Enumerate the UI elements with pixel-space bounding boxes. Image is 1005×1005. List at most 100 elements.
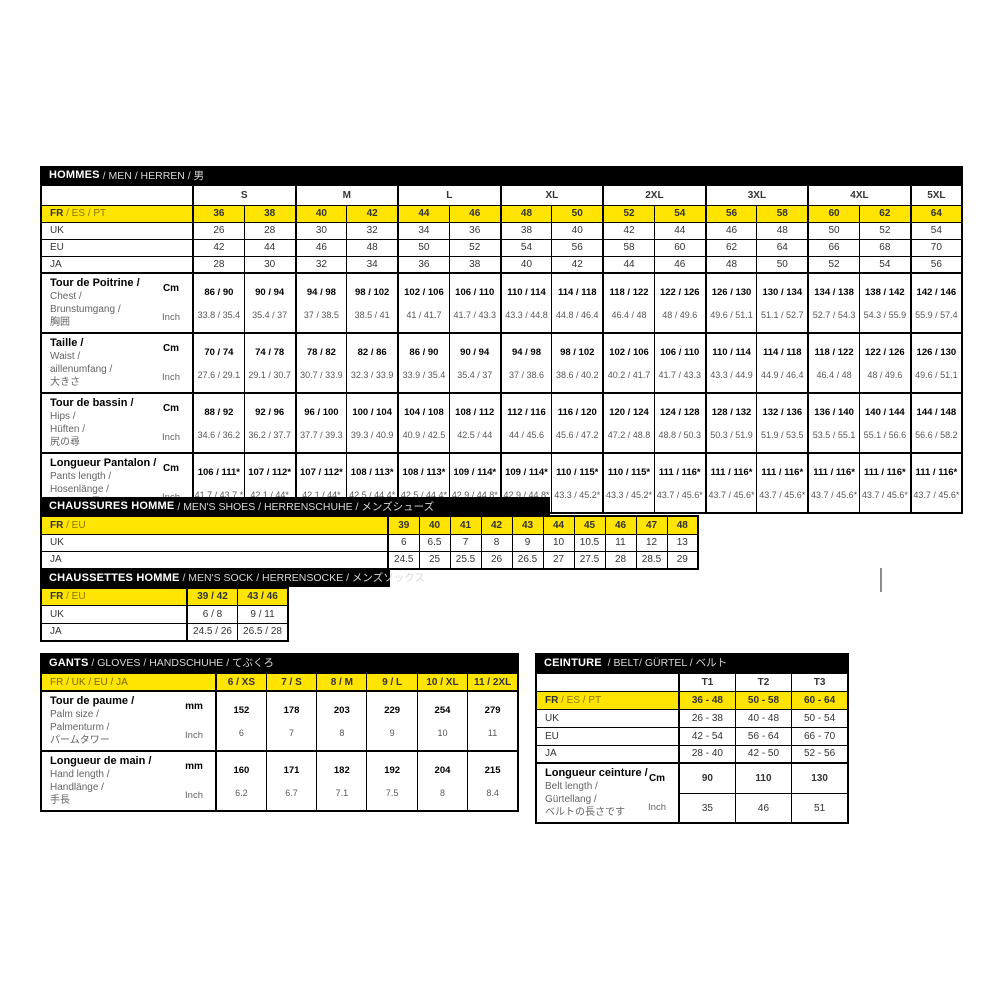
section-label-translation: パームタワー: [50, 735, 110, 746]
value-cell: 42 - 50: [734, 744, 793, 764]
cm-value: 90 / 94: [255, 286, 285, 298]
unit-inch: Inch: [162, 372, 180, 383]
inch-value: 49.6 / 51.1: [915, 369, 958, 380]
cm-value: 111 / 116*: [813, 466, 855, 478]
measure-cell: 106 / 110 41.7 / 43.3: [653, 332, 707, 394]
hand-units: mm Inch: [175, 753, 213, 810]
cm-value: 215: [484, 764, 501, 776]
belt-fr-label: FR / ES / PT: [535, 690, 680, 710]
measure-cell: 126 / 130 49.6 / 51.1: [704, 272, 758, 334]
value-cell: 130: [791, 762, 849, 795]
section-label-primary: Longueur ceinture /: [545, 767, 648, 779]
socks-ja-label: JA: [40, 622, 188, 642]
measure-cell: 215 8.4: [467, 750, 519, 812]
cm-value: 136 / 140: [814, 406, 854, 418]
value-cell: 30: [294, 221, 348, 240]
belt-title-text: CEINTURE: [544, 656, 602, 669]
measure-cell: 152 6: [215, 690, 267, 752]
measure-cell: 124 / 128 48.8 / 50.3: [653, 392, 707, 454]
section-label-translation: Palmenturm /: [50, 722, 110, 733]
measure-cell: 100 / 104 39.3 / 40.9: [346, 392, 399, 454]
shoes-fr-label: FR / EU: [40, 515, 389, 535]
value-cell: 44: [542, 515, 575, 535]
value-cell: 56: [909, 255, 963, 274]
cm-value: 126 / 130: [711, 286, 752, 298]
value-cell: 40: [499, 255, 553, 274]
section-label-translation: Chest /: [50, 291, 82, 302]
gloves-title-text: GANTS: [49, 656, 89, 669]
value-cell: 40: [294, 204, 348, 223]
shoes-size-table: FR / EU 39 40 41 42 43 44 45 46 47 48 UK 6 6.5 7 8 9 1…: [40, 515, 699, 570]
measure-cell: 114 / 118 44.8 / 46.4: [551, 272, 604, 334]
measure-cell: 122 / 126 48 / 49.6: [858, 332, 912, 394]
value-cell: 110: [734, 762, 793, 795]
measure-cell: 94 / 98 37 / 38.6: [499, 332, 553, 394]
measure-cell: 138 / 142 54.3 / 55.9: [858, 272, 912, 334]
inch-value: 38.5 / 41: [354, 309, 390, 320]
measure-cell: 110 / 114 43.3 / 44.9: [704, 332, 758, 394]
inch-value: 37 / 38.5: [303, 309, 339, 320]
cm-value: 104 / 108: [404, 406, 444, 418]
hand-length-row: Longueur de main / Hand length / Handlänge…: [40, 750, 519, 812]
cm-value: 98 / 102: [355, 286, 390, 298]
value-cell: 58: [602, 238, 655, 257]
inch-value: 47.2 / 48.8: [607, 429, 651, 440]
value-cell: 26.5: [511, 550, 544, 570]
inch-value: 42.1 / 44*: [302, 489, 341, 500]
belt-ja-label: JA: [535, 744, 680, 764]
value-cell: 60: [807, 204, 860, 223]
cm-value: 128 / 132: [711, 406, 752, 418]
value-cell: 44: [602, 255, 655, 274]
unit-mm: mm: [185, 701, 203, 712]
inch-value: 46.4 / 48: [816, 369, 852, 380]
value-cell: 7: [449, 533, 482, 552]
value-cell: 40 - 48: [734, 708, 793, 728]
inch-value: 44.9 / 46.4: [761, 369, 804, 380]
gloves-header-label: FR / UK / EU / JA: [40, 672, 217, 692]
value-cell: 6 / 8: [186, 604, 238, 624]
cm-value: 102 / 106: [404, 286, 444, 298]
measure-cell: 104 / 108 40.9 / 42.5: [397, 392, 450, 454]
value-cell: 43 / 46: [237, 587, 289, 606]
palm-label-cell: Tour de paume / Palm size / Palmenturm / パー…: [40, 690, 217, 752]
value-cell: 42: [346, 204, 399, 223]
inch-value: 41.7 / 43.3: [658, 369, 702, 380]
socks-ja-row: JA 24.5 / 26 26.5 / 28: [40, 622, 289, 642]
cm-value: 111 / 116*: [761, 466, 804, 478]
measure-cell: 203 8: [316, 690, 368, 752]
size-group-cell: S: [192, 184, 297, 206]
measure-cell: 178 7: [265, 690, 318, 752]
value-cell: 30: [243, 255, 297, 274]
inch-value: 44.8 / 46.4: [555, 309, 599, 320]
cm-value: 204: [434, 764, 451, 776]
value-cell: 32: [294, 255, 348, 274]
measure-cell: 74 / 78 29.1 / 30.7: [243, 332, 297, 394]
inch-value: 42.5 / 44: [457, 429, 493, 440]
cm-value: 182: [333, 764, 350, 776]
value-cell: 45: [573, 515, 606, 535]
value-cell: 29: [666, 550, 699, 570]
value-cell: 10.5: [573, 533, 606, 552]
measure-cell: 111 / 116* 43.7 / 45.6*: [704, 452, 758, 514]
measure-cell: 106 / 110 41.7 / 43.3: [448, 272, 502, 334]
cm-value: 152: [233, 704, 250, 716]
value-cell: 11: [604, 533, 637, 552]
cm-value: 111 / 116*: [710, 466, 753, 478]
value-cell: 50: [807, 221, 860, 240]
unit-inch: Inch: [162, 312, 180, 323]
value-cell: 60 - 64: [791, 690, 849, 710]
value-cell: 56: [551, 238, 604, 257]
value-cell: 41: [449, 515, 482, 535]
unit-inch: Inch: [162, 432, 180, 443]
inch-value: 33.8 / 35.4: [197, 309, 241, 320]
inch-value: 55.9 / 57.4: [915, 309, 958, 320]
belt-length-units: Cm Inch: [638, 765, 676, 822]
cm-value: 132 / 136: [762, 406, 803, 418]
eu-size-row: EU 42 44 46 48 50 52 54 56 58 60 62 64 66 68 70: [40, 238, 963, 257]
value-cell: 54: [499, 238, 553, 257]
section-label-primary: Longueur de main /: [50, 755, 152, 767]
value-cell: 52: [602, 204, 655, 223]
belt-title-bar: CEINTURE / BELT/ GÜRTEL / ベルト: [535, 653, 849, 672]
value-cell: 64: [756, 238, 809, 257]
value-cell: 9: [511, 533, 544, 552]
